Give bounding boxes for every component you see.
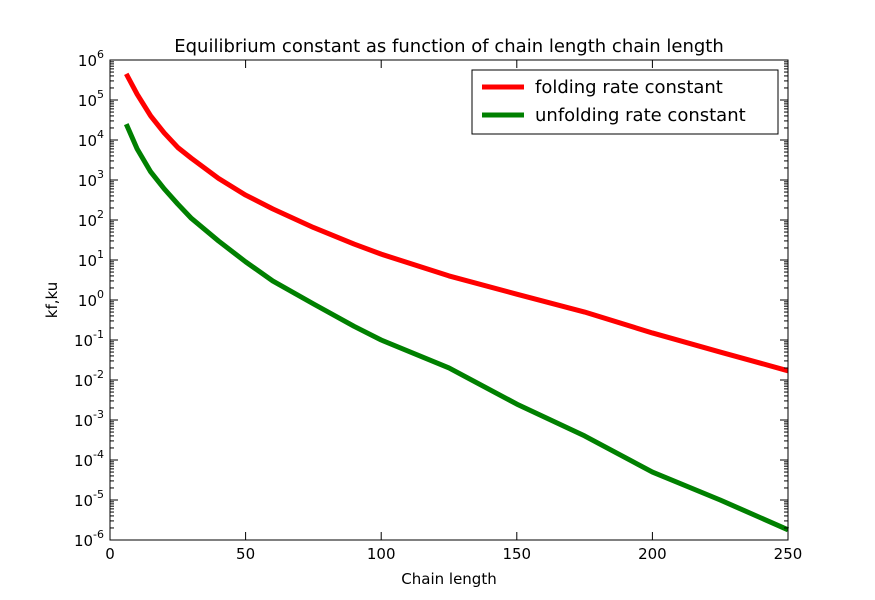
legend-label-1: unfolding rate constant [535,105,746,126]
y-tick-exponent: -1 [93,328,104,341]
y-tick-base: 10 [74,372,93,390]
y-tick-exponent: -4 [93,448,104,461]
legend-label-0: folding rate constant [535,77,723,98]
y-tick-base: 10 [78,292,97,310]
y-tick-label: 100 [78,288,104,310]
legend-box [471,69,779,135]
x-axis-label: Chain length [401,570,496,588]
y-tick-exponent: 0 [97,288,104,301]
y-tick-base: 10 [74,452,93,470]
y-tick-base: 10 [74,492,93,510]
y-tick-exponent: 3 [97,168,104,181]
y-tick-label: 10-4 [74,448,104,470]
y-tick-exponent: 2 [97,208,104,221]
y-tick-exponent: -6 [93,528,104,541]
y-tick-exponent: 4 [97,128,104,141]
x-tick-label: 0 [105,545,115,563]
y-tick-base: 10 [78,212,97,230]
y-tick-base: 10 [78,92,97,110]
y-tick-label: 102 [78,208,104,230]
y-tick-base: 10 [78,132,97,150]
chart-title: Equilibrium constant as function of chai… [174,36,724,57]
x-tick-label: 150 [502,545,531,563]
x-tick-label: 100 [367,545,396,563]
y-tick-exponent: 6 [97,48,104,61]
y-tick-label: 106 [78,48,104,70]
series-line-0 [124,72,789,374]
y-tick-base: 10 [74,332,93,350]
y-tick-base: 10 [74,412,93,430]
y-tick-label: 105 [78,88,104,110]
y-tick-exponent: -2 [93,368,104,381]
y-tick-label: 101 [78,248,104,270]
plot-area: 0 50 100 150 200 25010-610-510-410-310-210-11… [74,48,802,563]
y-tick-exponent: 1 [97,248,104,261]
y-axis-label: kf,ku [43,282,61,318]
y-tick-label: 10-6 [74,528,104,550]
y-tick-base: 10 [78,252,97,270]
y-tick-base: 10 [78,172,97,190]
y-tick-exponent: -3 [93,408,104,421]
y-tick-label: 10-2 [74,368,104,390]
series-line-1 [123,123,790,533]
x-tick-label: 50 [236,545,255,563]
y-tick-base: 10 [74,532,93,550]
x-tick-label: 200 [638,545,667,563]
y-tick-exponent: 5 [97,88,104,101]
y-tick-label: 10-3 [74,408,104,430]
x-tick-label: 250 [774,545,803,563]
y-tick-label: 104 [78,128,104,150]
y-tick-exponent: -5 [93,488,104,501]
legend: folding rate constant unfolding rate cons… [471,69,779,135]
y-tick-base: 10 [78,52,97,70]
y-tick-label: 10-5 [74,488,104,510]
y-tick-label: 103 [78,168,104,190]
y-tick-label: 10-1 [74,328,104,350]
